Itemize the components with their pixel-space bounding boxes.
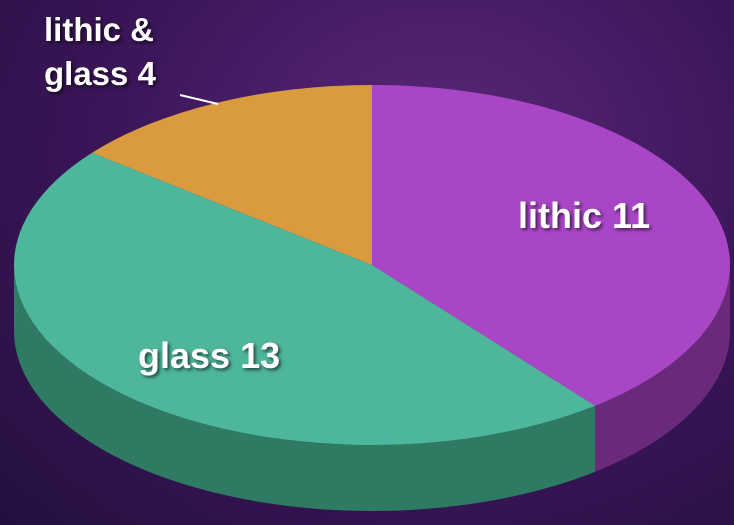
pie (13, 85, 731, 511)
slice (13, 152, 596, 445)
data-label: glass 13 (138, 336, 280, 376)
slice-side (595, 265, 730, 472)
label-category: lithic (518, 195, 603, 236)
label-value: 11 (612, 195, 651, 236)
slice (92, 85, 372, 265)
leader-line (179, 94, 219, 105)
label-category: glass (138, 335, 231, 376)
slice-side (14, 265, 596, 511)
label-value: 13 (240, 335, 281, 376)
slice (372, 85, 731, 406)
data-label: lithic & glass 4 (44, 8, 184, 96)
data-label: lithic 11 (518, 196, 650, 236)
label-value: 4 (137, 55, 156, 92)
label-category: lithic & glass (44, 11, 155, 92)
